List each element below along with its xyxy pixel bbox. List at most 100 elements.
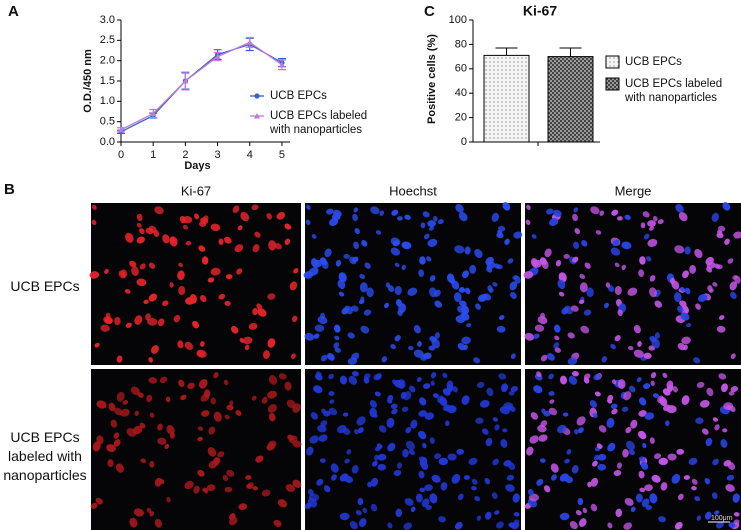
cell (125, 232, 134, 243)
cell (680, 286, 685, 292)
cell (507, 258, 514, 264)
error-bar (495, 47, 518, 56)
point (278, 61, 285, 68)
cell (210, 223, 221, 232)
cell (629, 385, 636, 393)
cell (333, 324, 341, 333)
cell (148, 293, 158, 302)
cell (374, 454, 379, 461)
cell (681, 305, 689, 315)
cell (287, 434, 295, 441)
cell (598, 425, 607, 433)
x-axis-label: Days (184, 160, 210, 172)
cell (649, 493, 658, 504)
cell (107, 459, 114, 468)
cell (415, 493, 423, 503)
cell (379, 210, 385, 216)
cell (621, 406, 629, 412)
cell (683, 475, 690, 480)
cell (461, 305, 469, 315)
micrograph (305, 203, 521, 365)
cell (583, 309, 592, 316)
cell (268, 240, 277, 251)
point (150, 110, 157, 117)
cell (292, 479, 302, 488)
cell (684, 287, 691, 295)
cell (429, 275, 436, 282)
cell (394, 262, 400, 268)
cell (560, 375, 567, 385)
cell (267, 390, 277, 399)
cell (367, 481, 372, 488)
cell (334, 335, 340, 341)
cell (496, 521, 504, 529)
cell (320, 354, 328, 362)
cell (607, 522, 613, 529)
cell (362, 507, 368, 514)
cell (256, 303, 263, 310)
cell (116, 463, 124, 473)
cell (408, 449, 416, 456)
point (214, 53, 221, 60)
cell (261, 396, 268, 404)
cell (706, 387, 714, 397)
cell (610, 344, 616, 350)
bar (547, 56, 594, 143)
point (118, 126, 124, 133)
cell (206, 484, 216, 492)
cell (733, 519, 740, 525)
legend-label: UCB EPCs labeled with nanoparticles (625, 78, 723, 104)
cell (149, 412, 155, 418)
cell (390, 344, 396, 350)
cell (563, 253, 570, 259)
cell (724, 238, 730, 245)
cell (178, 262, 184, 268)
cell (420, 222, 426, 229)
cell (252, 486, 259, 491)
y-axis-label: O.D./450 nm (82, 49, 94, 113)
cell (344, 458, 350, 464)
cell (348, 375, 358, 385)
cell (450, 277, 456, 285)
cell (372, 412, 378, 418)
cell (446, 380, 454, 390)
cell (469, 264, 477, 274)
cell (157, 437, 167, 445)
cell (351, 465, 359, 474)
cell (671, 473, 681, 484)
cell (346, 449, 352, 455)
cell (599, 210, 605, 216)
cell (224, 414, 230, 420)
cell (611, 408, 618, 415)
cell (644, 484, 653, 492)
cell (622, 449, 629, 458)
cell (289, 281, 298, 291)
cell (557, 424, 567, 434)
cell (166, 497, 171, 503)
cell (429, 493, 438, 504)
cell (169, 282, 174, 288)
cell (577, 427, 584, 434)
cell (96, 400, 107, 409)
cell (496, 325, 506, 333)
cell (106, 444, 116, 452)
cell (122, 400, 129, 405)
cell (418, 470, 425, 479)
cell (424, 484, 433, 492)
cell (429, 287, 438, 298)
cell (546, 208, 554, 215)
cell (575, 510, 582, 516)
cell (213, 372, 219, 379)
cell (586, 287, 594, 298)
cell (347, 357, 358, 365)
cell (529, 435, 539, 444)
cell (571, 465, 579, 474)
cell (321, 260, 329, 270)
micrograph (91, 203, 301, 365)
cell (166, 425, 175, 435)
cell (157, 318, 165, 327)
cell (474, 496, 481, 502)
cell (137, 392, 144, 398)
cell (328, 391, 335, 396)
cell (187, 382, 195, 389)
